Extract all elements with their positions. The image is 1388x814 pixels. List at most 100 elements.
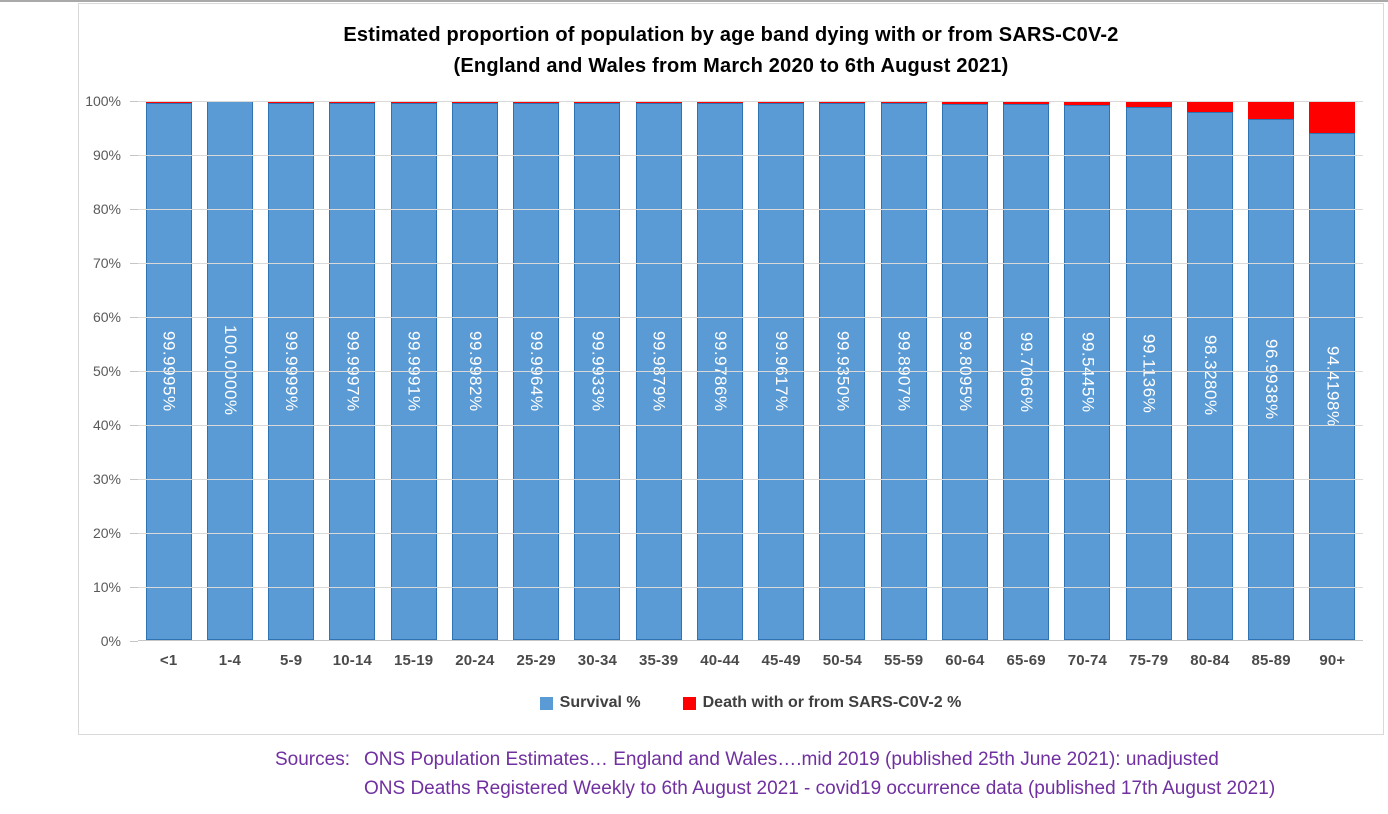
x-axis: <1 1-4 5-9 10-14 15-19 20-24 25-29 30-34 35-39 40… bbox=[138, 652, 1363, 669]
bar-70-74: 99.5445% bbox=[1064, 101, 1111, 640]
y-tick-label-80: 80% bbox=[92, 201, 121, 217]
gridline-30 bbox=[138, 479, 1363, 480]
y-axis: 0% 10% 20% 30% 40% 50% 60% 70% 80% 90% 100% bbox=[79, 93, 131, 649]
y-tick-mark-70 bbox=[130, 263, 138, 264]
x-tick-label-30-34: 30-34 bbox=[577, 652, 618, 669]
y-tick-label-30: 30% bbox=[92, 471, 121, 487]
x-tick-label-10-14: 10-14 bbox=[332, 652, 373, 669]
y-tick-mark-100 bbox=[130, 101, 138, 102]
y-tick-label-40: 40% bbox=[92, 417, 121, 433]
x-tick-label-20-24: 20-24 bbox=[455, 652, 495, 669]
bar-value-label-75-79: 99.1136% bbox=[1139, 333, 1159, 414]
chart-title: Estimated proportion of population by ag… bbox=[79, 20, 1383, 82]
bar-80-84: 98.3280% bbox=[1186, 101, 1233, 640]
gridline-10 bbox=[138, 587, 1363, 588]
gridline-40 bbox=[138, 425, 1363, 426]
x-tick-label-60-64: 60-64 bbox=[945, 652, 985, 669]
gridline-20 bbox=[138, 533, 1363, 534]
bar-slot-85-89: 96.9938% bbox=[1241, 101, 1302, 640]
x-tick-label-85-89: 85-89 bbox=[1251, 652, 1291, 669]
death-segment-75-79 bbox=[1125, 101, 1172, 108]
x-tick-label-50-54: 50-54 bbox=[822, 652, 863, 669]
sources-note: Sources: ONS Population Estimates… Engla… bbox=[275, 745, 1275, 803]
death-segment-30-34 bbox=[574, 101, 621, 103]
legend-item-survival: Survival % bbox=[539, 694, 641, 712]
death-segment-20-24 bbox=[451, 101, 498, 103]
x-tick-label-1-4: 1-4 bbox=[218, 652, 242, 669]
x-tick-label-45-49: 45-49 bbox=[761, 652, 801, 669]
death-segment-45-49 bbox=[758, 101, 805, 103]
death-segment-90+ bbox=[1309, 101, 1356, 133]
bar-slot-80-84: 98.3280% bbox=[1179, 101, 1240, 640]
sources-line1: ONS Population Estimates… England and Wa… bbox=[363, 749, 1219, 770]
bar-slot-1-4: 100.0000% bbox=[199, 101, 260, 640]
bar-90+: 94.4198% bbox=[1309, 101, 1356, 640]
sources-line2: ONS Deaths Registered Weekly to 6th Augu… bbox=[364, 778, 1276, 799]
y-tick-label-70: 70% bbox=[92, 255, 121, 271]
death-segment-5-9 bbox=[268, 101, 315, 103]
y-tick-mark-10 bbox=[130, 587, 138, 588]
chart-frame: Estimated proportion of population by ag… bbox=[78, 3, 1384, 735]
death-segment-60-64 bbox=[941, 101, 988, 104]
bar-slot-70-74: 99.5445% bbox=[1057, 101, 1118, 640]
y-tick-label-100: 100% bbox=[85, 93, 121, 109]
survival-segment-85-89: 96.9938% bbox=[1248, 118, 1295, 640]
bar-65-69: 99.7066% bbox=[1003, 101, 1050, 640]
survival-legend-swatch bbox=[539, 696, 553, 710]
plot-area: 99.9995%100.0000%99.9999%99.9997%99.9991… bbox=[130, 101, 1363, 642]
y-tick-label-10: 10% bbox=[92, 579, 121, 595]
bar-value-label-80-84: 98.3280% bbox=[1200, 335, 1220, 417]
death-segment-50-54 bbox=[819, 101, 866, 103]
x-tick-label-40-44: 40-44 bbox=[700, 652, 740, 669]
bar-value-label-65-69: 99.7066% bbox=[1017, 331, 1037, 413]
bar-value-label-90+: 94.4198% bbox=[1323, 346, 1343, 427]
death-segment-55-59 bbox=[880, 101, 927, 104]
y-tick-mark-40 bbox=[130, 425, 138, 426]
survival-segment-90+: 94.4198% bbox=[1309, 132, 1356, 640]
y-tick-mark-30 bbox=[130, 479, 138, 480]
death-segment-65-69 bbox=[1003, 101, 1050, 105]
x-tick-label-5-9: 5-9 bbox=[279, 652, 303, 669]
gridline-50 bbox=[138, 371, 1363, 372]
death-segment-25-29 bbox=[513, 101, 560, 103]
chart-title-line1: Estimated proportion of population by ag… bbox=[343, 24, 1119, 46]
death-segment-85-89 bbox=[1248, 101, 1295, 119]
gridline-60 bbox=[138, 317, 1363, 318]
death-segment-15-19 bbox=[390, 101, 437, 103]
gridline-70 bbox=[138, 263, 1363, 264]
window-top-edge bbox=[0, 0, 1388, 2]
death-segment-<1 bbox=[145, 101, 192, 103]
x-tick-label-25-29: 25-29 bbox=[516, 652, 556, 669]
death-segment-80-84 bbox=[1186, 101, 1233, 112]
chart-title-line2: (England and Wales from March 2020 to 6t… bbox=[453, 55, 1009, 77]
gridline-100 bbox=[138, 101, 1363, 102]
bar-value-label-85-89: 96.9938% bbox=[1262, 339, 1282, 420]
y-tick-mark-80 bbox=[130, 209, 138, 210]
death-segment-70-74 bbox=[1064, 101, 1111, 105]
death-segment-35-39 bbox=[635, 101, 682, 103]
legend: Survival % Death with or from SARS-C0V-2… bbox=[138, 694, 1363, 712]
bar-value-label-70-74: 99.5445% bbox=[1078, 332, 1098, 413]
y-tick-label-60: 60% bbox=[92, 309, 121, 325]
gridline-80 bbox=[138, 209, 1363, 210]
survival-segment-70-74: 99.5445% bbox=[1064, 105, 1111, 640]
y-tick-mark-0 bbox=[130, 641, 138, 642]
x-tick-label-80-84: 80-84 bbox=[1190, 652, 1230, 669]
survival-segment-75-79: 99.1136% bbox=[1125, 107, 1172, 640]
x-tick-label-15-19: 15-19 bbox=[393, 652, 434, 669]
x-tick-label-75-79: 75-79 bbox=[1128, 652, 1169, 669]
x-tick-label-70-74: 70-74 bbox=[1067, 652, 1108, 669]
bar-slot-90+: 94.4198% bbox=[1302, 101, 1363, 640]
x-tick-label-<1: <1 bbox=[159, 652, 178, 669]
survival-segment-80-84: 98.3280% bbox=[1186, 111, 1233, 640]
survival-segment-65-69: 99.7066% bbox=[1003, 104, 1050, 640]
x-tick-label-35-39: 35-39 bbox=[638, 652, 679, 669]
y-tick-label-20: 20% bbox=[92, 525, 121, 541]
y-tick-label-90: 90% bbox=[92, 147, 121, 163]
death-segment-10-14 bbox=[329, 101, 376, 103]
y-tick-label-50: 50% bbox=[92, 363, 121, 379]
bar-75-79: 99.1136% bbox=[1125, 101, 1172, 640]
death-legend-swatch bbox=[682, 696, 696, 710]
sources-label: Sources: bbox=[275, 749, 350, 770]
y-tick-mark-60 bbox=[130, 317, 138, 318]
